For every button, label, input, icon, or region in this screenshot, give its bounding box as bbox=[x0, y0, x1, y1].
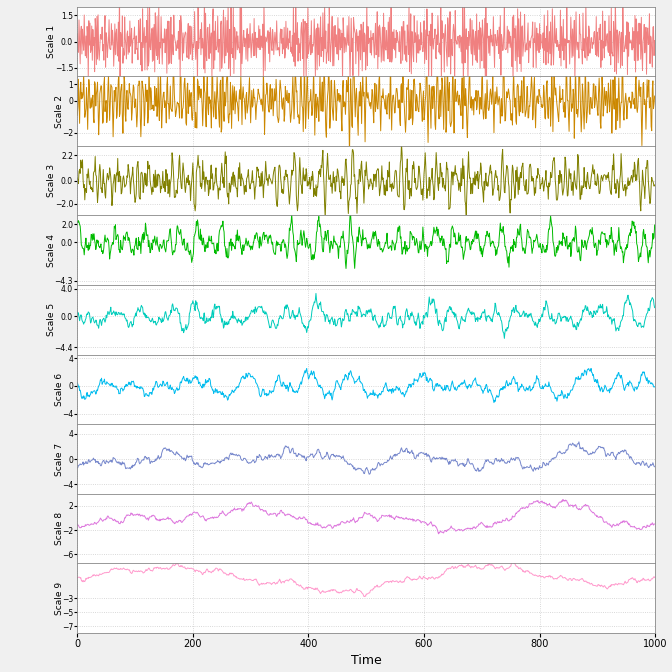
Y-axis label: Scale 4: Scale 4 bbox=[47, 234, 56, 267]
Y-axis label: Scale 2: Scale 2 bbox=[54, 95, 64, 128]
Y-axis label: Scale 3: Scale 3 bbox=[48, 164, 56, 198]
Y-axis label: Scale 6: Scale 6 bbox=[54, 373, 64, 406]
Y-axis label: Scale 9: Scale 9 bbox=[54, 582, 64, 615]
X-axis label: Time: Time bbox=[351, 654, 382, 667]
Y-axis label: Scale 5: Scale 5 bbox=[47, 303, 56, 337]
Y-axis label: Scale 7: Scale 7 bbox=[54, 442, 64, 476]
Y-axis label: Scale 8: Scale 8 bbox=[54, 512, 64, 545]
Y-axis label: Scale 1: Scale 1 bbox=[48, 25, 56, 58]
